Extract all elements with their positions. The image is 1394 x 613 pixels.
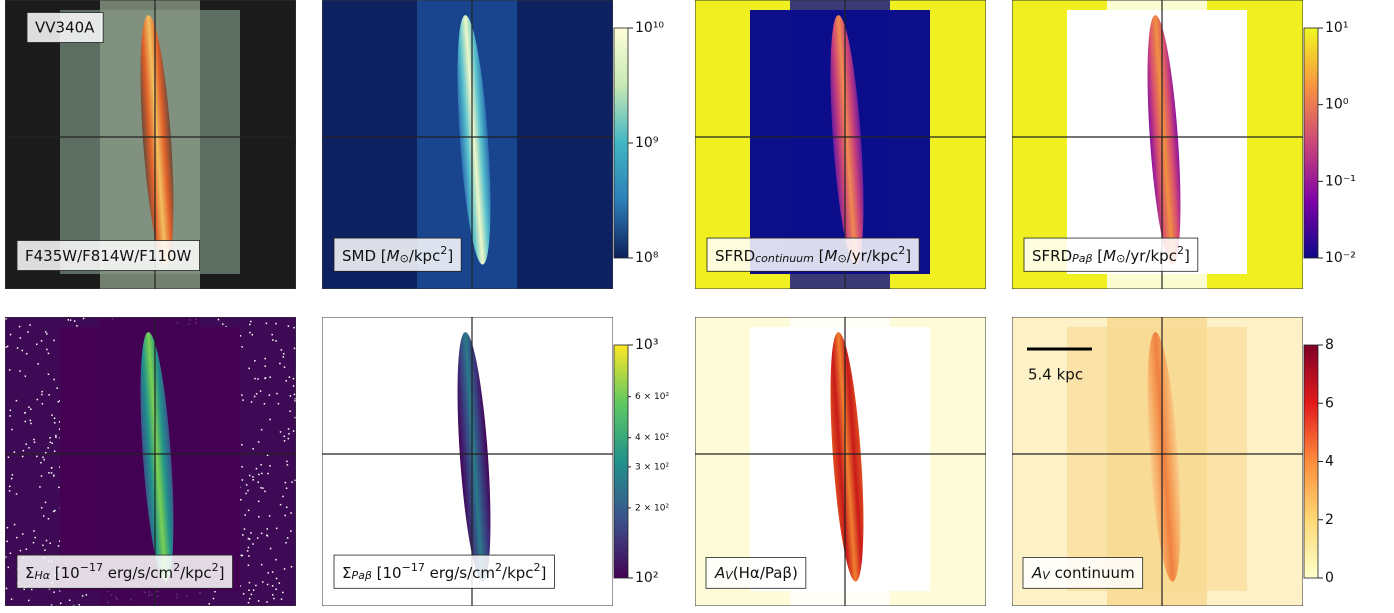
colorbar-tick-label: 2 × 10²: [635, 503, 669, 513]
colorbar: [1304, 345, 1318, 578]
colorbar-tick-label: 4 × 10²: [635, 433, 669, 443]
colorbar: [614, 28, 628, 258]
panel-label: SFRDcontinuum [M⊙/yr/kpc2]: [707, 238, 919, 271]
panel-label: SFRDPaβ [M⊙/yr/kpc2]: [1024, 238, 1198, 271]
scale-bar-label: 5.4 kpc: [1028, 366, 1083, 384]
colorbar-tick-label: 10³: [635, 337, 658, 353]
colorbar-tick-label: 2: [1325, 512, 1334, 528]
colorbar-tick-label: 10⁸: [635, 250, 659, 266]
colorbar-tick-label: 6 × 10²: [635, 392, 669, 402]
panel-title: VV340A: [35, 19, 95, 37]
colorbar: [614, 345, 628, 578]
label-text: SFRDPaβ [M⊙/yr/kpc2]: [1032, 244, 1190, 265]
colorbar-tick-label: 0: [1325, 570, 1334, 586]
colorbar-tick-label: 4: [1325, 454, 1334, 470]
title-label: VV340A: [27, 13, 103, 43]
colorbar-tick-label: 10⁰: [1325, 97, 1349, 113]
label-text: SFRDcontinuum [M⊙/yr/kpc2]: [715, 244, 911, 265]
label-text: SMD [M⊙/kpc2]: [342, 244, 453, 265]
colorbar-tick-label: 8: [1325, 337, 1334, 353]
panel-label: SMD [M⊙/kpc2]: [334, 238, 461, 271]
colorbar: [1304, 28, 1318, 258]
label-text: F435W/F814W/F110W: [25, 247, 192, 265]
panel-label: ΣHα [10−17 erg/s/cm2/kpc2]: [17, 555, 233, 588]
colorbar-tick-label: 10⁻¹: [1325, 173, 1356, 189]
colorbar-tick-label: 10⁻²: [1325, 250, 1356, 266]
colorbar-tick-label: 3 × 10²: [635, 462, 669, 472]
colorbar-tick-label: 10¹⁰: [635, 20, 664, 36]
colorbar-tick-label: 10⁹: [635, 135, 659, 151]
label-text: ΣHα [10−17 erg/s/cm2/kpc2]: [25, 561, 225, 582]
colorbar-tick-label: 10²: [635, 570, 658, 586]
panel-label: AV continuum: [1023, 558, 1143, 589]
panel-label: AV(Hα/Paβ): [706, 558, 806, 589]
colorbar-tick-label: 6: [1325, 395, 1334, 411]
panel-label: F435W/F814W/F110W: [17, 241, 200, 271]
label-text: ΣPaβ [10−17 erg/s/cm2/kpc2]: [342, 561, 546, 582]
panel-label: ΣPaβ [10−17 erg/s/cm2/kpc2]: [334, 555, 554, 588]
colorbar-tick-label: 10¹: [1325, 20, 1348, 36]
